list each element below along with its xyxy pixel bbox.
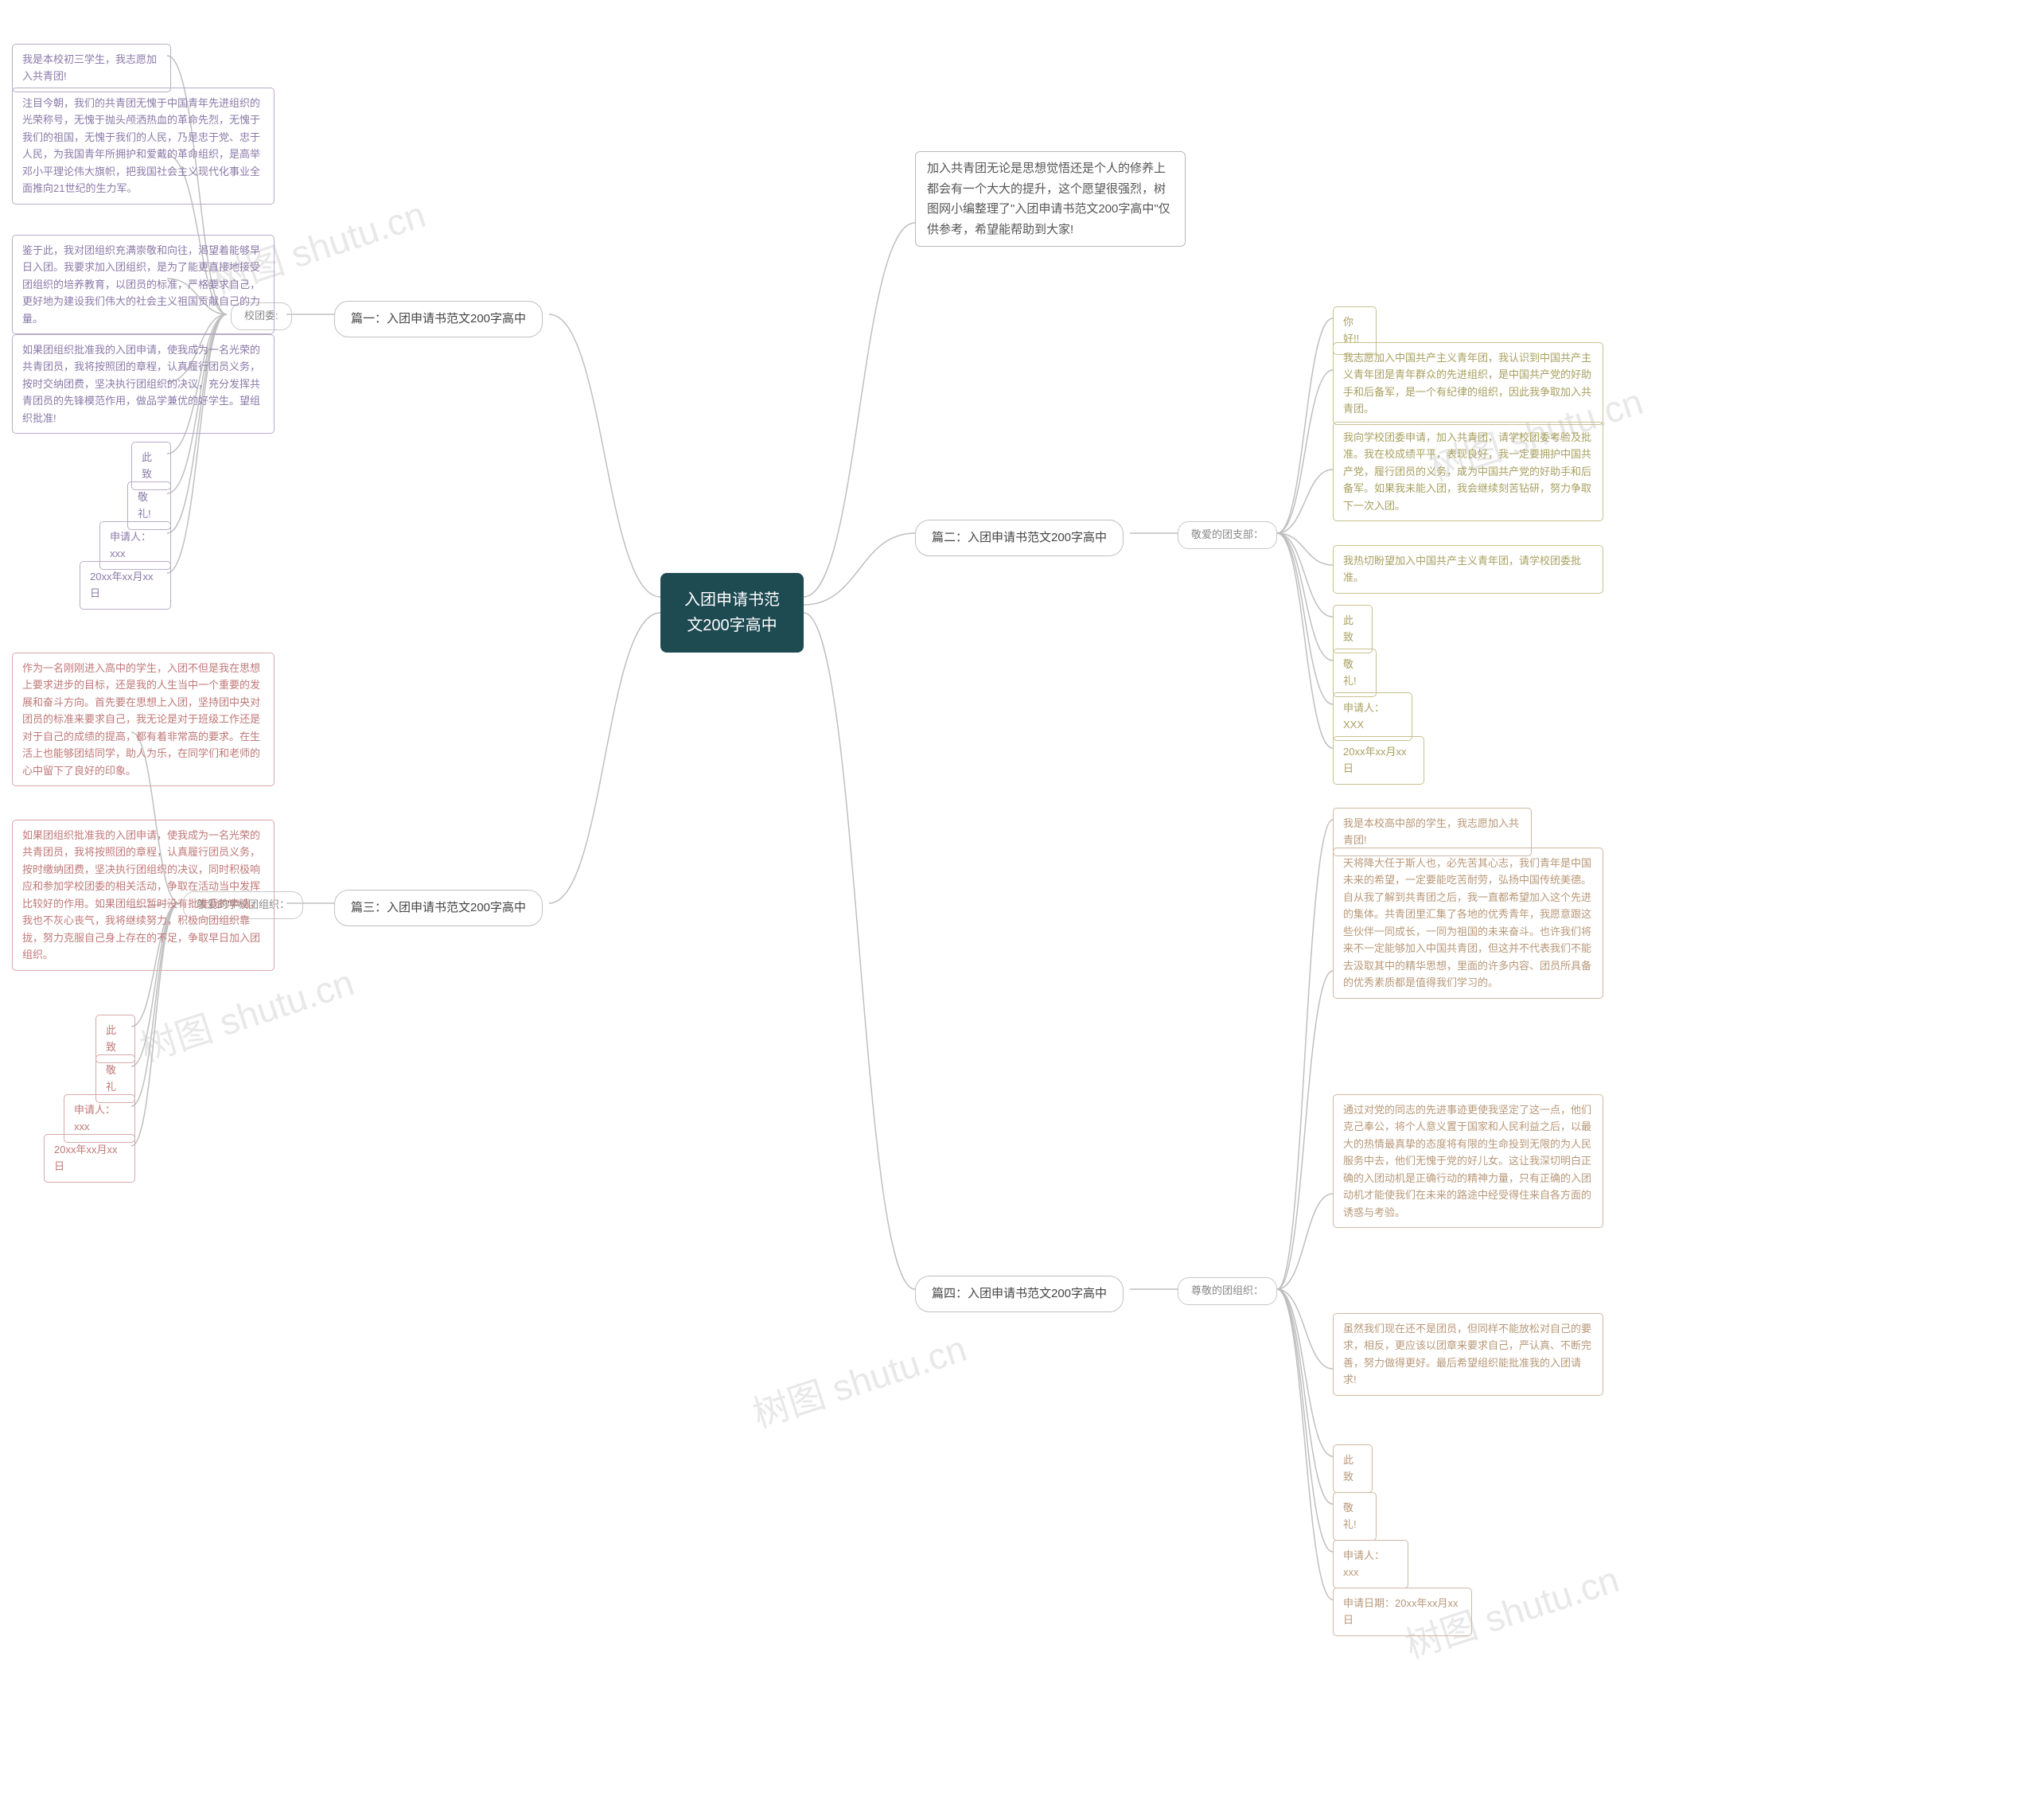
- branch-4-leaf-5[interactable]: 敬礼!: [1333, 1492, 1377, 1541]
- branch-1-leaf-1[interactable]: 注目今朝，我们的共青团无愧于中国青年先进组织的光荣称号，无愧于抛头颅洒热血的革命…: [12, 88, 275, 205]
- branch-1-leaf-7[interactable]: 20xx年xx月xx日: [80, 561, 171, 610]
- branch-1-leaf-2[interactable]: 鉴于此，我对团组织充满崇敬和向往，渴望着能够早日入团。我要求加入团组织，是为了能…: [12, 235, 275, 334]
- branch-2-leaf-7[interactable]: 20xx年xx月xx日: [1333, 736, 1424, 785]
- intro-node[interactable]: 加入共青团无论是思想觉悟还是个人的修养上都会有一个大大的提升，这个愿望很强烈，树…: [915, 151, 1186, 247]
- branch-4-leaf-4[interactable]: 此致: [1333, 1444, 1373, 1493]
- watermark: 树图 shutu.cn: [133, 954, 360, 1073]
- branch-4-leaf-6[interactable]: 申请人：xxx: [1333, 1540, 1408, 1588]
- branch-1[interactable]: 篇一：入团申请书范文200字高中: [334, 301, 543, 337]
- connector-lines: [0, 0, 2037, 1820]
- branch-3-leaf-0[interactable]: 作为一名刚刚进入高中的学生，入团不但是我在思想上要求进步的目标，还是我的人生当中…: [12, 653, 275, 786]
- branch-3-leaf-1[interactable]: 如果团组织批准我的入团申请，使我成为一名光荣的共青团员，我将按照团的章程，认真履…: [12, 820, 275, 971]
- branch-1-leaf-3[interactable]: 如果团组织批准我的入团申请，使我成为一名光荣的共青团员，我将按照团的章程，认真履…: [12, 334, 275, 434]
- branch-2-leaf-4[interactable]: 此致: [1333, 605, 1373, 653]
- branch-4-leaf-1[interactable]: 天将降大任于斯人也，必先苦其心志，我们青年是中国未来的希望，一定要能吃苦耐劳，弘…: [1333, 848, 1603, 999]
- branch-3[interactable]: 篇三：入团申请书范文200字高中: [334, 890, 543, 926]
- branch-3-leaf-5[interactable]: 20xx年xx月xx日: [44, 1134, 135, 1183]
- branch-2-leaf-2[interactable]: 我向学校团委申请，加入共青团，请学校团委考验及批准。我在校成绩平平，表现良好，我…: [1333, 422, 1603, 521]
- branch-2-leaf-1[interactable]: 我志愿加入中国共产主义青年团，我认识到中国共产主义青年团是青年群众的先进组织，是…: [1333, 342, 1603, 425]
- branch-2-leaf-3[interactable]: 我热切盼望加入中国共产主义青年团，请学校团委批准。: [1333, 545, 1603, 594]
- branch-2[interactable]: 篇二：入团申请书范文200字高中: [915, 520, 1124, 556]
- branch-4-leaf-2[interactable]: 通过对党的同志的先进事迹更使我坚定了这一点，他们克己奉公，将个人意义置于国家和人…: [1333, 1094, 1603, 1228]
- watermark: 树图 shutu.cn: [746, 1320, 972, 1439]
- branch-4-sub[interactable]: 尊敬的团组织：: [1178, 1277, 1277, 1305]
- branch-1-leaf-0[interactable]: 我是本校初三学生，我志愿加入共青团!: [12, 44, 171, 92]
- branch-2-leaf-5[interactable]: 敬礼!: [1333, 649, 1377, 697]
- branch-4[interactable]: 篇四：入团申请书范文200字高中: [915, 1276, 1124, 1312]
- branch-2-leaf-6[interactable]: 申请人：XXX: [1333, 692, 1412, 741]
- root-node[interactable]: 入团申请书范文200字高中: [660, 573, 804, 653]
- branch-4-leaf-3[interactable]: 虽然我们现在还不是团员，但同样不能放松对自己的要求，相反，更应该以团章来要求自己…: [1333, 1313, 1603, 1396]
- branch-4-leaf-7[interactable]: 申请日期：20xx年xx月xx日: [1333, 1588, 1472, 1636]
- branch-2-sub[interactable]: 敬爱的团支部：: [1178, 521, 1277, 549]
